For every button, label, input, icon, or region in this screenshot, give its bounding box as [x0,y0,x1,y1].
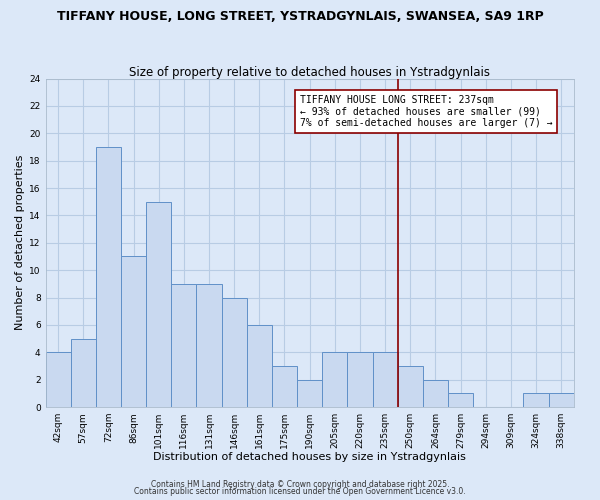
Bar [322,352,347,407]
Bar [46,352,71,407]
Bar [423,380,448,407]
Bar [221,298,247,407]
Bar [196,284,221,407]
Bar [548,394,574,407]
Text: Contains public sector information licensed under the Open Government Licence v3: Contains public sector information licen… [134,487,466,496]
Bar [247,325,272,407]
Bar [398,366,423,407]
Bar [272,366,297,407]
X-axis label: Distribution of detached houses by size in Ystradgynlais: Distribution of detached houses by size … [153,452,466,462]
Text: TIFFANY HOUSE, LONG STREET, YSTRADGYNLAIS, SWANSEA, SA9 1RP: TIFFANY HOUSE, LONG STREET, YSTRADGYNLAI… [56,10,544,23]
Title: Size of property relative to detached houses in Ystradgynlais: Size of property relative to detached ho… [129,66,490,78]
Bar [297,380,322,407]
Bar [523,394,548,407]
Bar [347,352,373,407]
Text: TIFFANY HOUSE LONG STREET: 237sqm
← 93% of detached houses are smaller (99)
7% o: TIFFANY HOUSE LONG STREET: 237sqm ← 93% … [299,95,552,128]
Bar [373,352,398,407]
Text: Contains HM Land Registry data © Crown copyright and database right 2025.: Contains HM Land Registry data © Crown c… [151,480,449,489]
Bar [96,147,121,407]
Bar [448,394,473,407]
Bar [121,256,146,407]
Bar [171,284,196,407]
Y-axis label: Number of detached properties: Number of detached properties [15,155,25,330]
Bar [71,338,96,407]
Bar [146,202,171,407]
